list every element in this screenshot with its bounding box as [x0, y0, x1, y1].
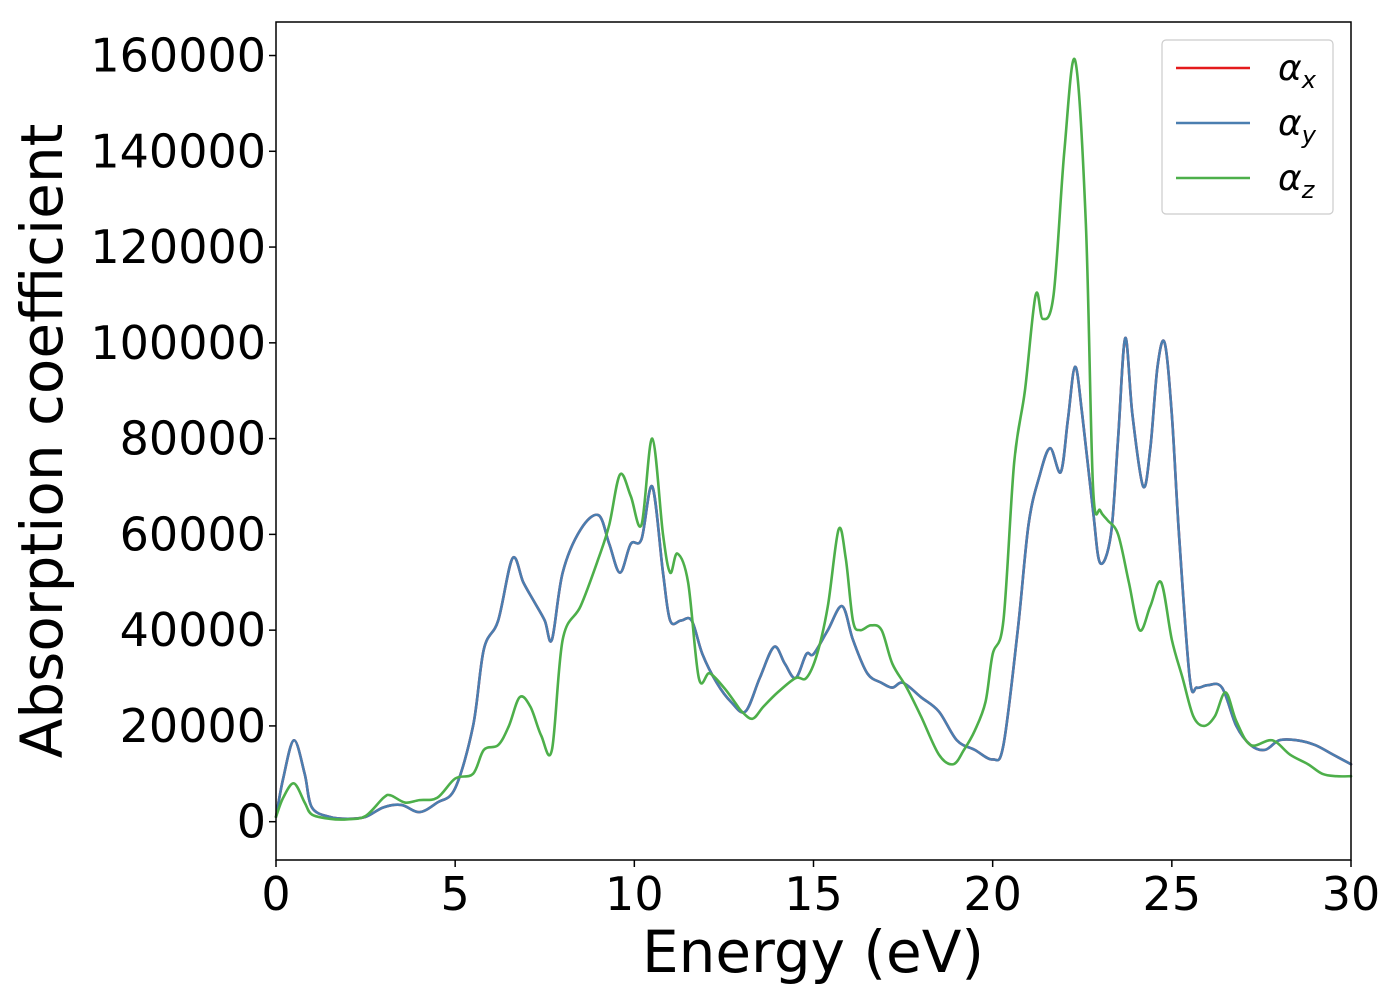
x-axis: 0 5 10 15 20 25 30	[261, 860, 1380, 921]
y-tick-label: 100000	[90, 316, 266, 370]
y-tick-label: 60000	[120, 507, 266, 561]
y-tick-label: 80000	[120, 412, 266, 466]
x-tick-label: 5	[441, 867, 470, 921]
y-tick-label: 140000	[90, 124, 266, 178]
x-axis-title: Energy (eV)	[642, 918, 984, 986]
y-tick-label: 40000	[120, 603, 266, 657]
legend-label-z: αz	[1278, 158, 1316, 204]
series-layer	[274, 57, 1353, 821]
legend-box	[1161, 39, 1334, 215]
y-tick-label: 120000	[90, 220, 266, 274]
y-tick-label: 160000	[90, 29, 266, 83]
y-tick-label: 0	[237, 795, 266, 849]
x-tick-label: 10	[605, 867, 664, 921]
x-tick-label: 15	[784, 867, 843, 921]
legend-label-x: αx	[1278, 48, 1317, 94]
y-tick-label: 20000	[120, 699, 266, 753]
x-tick-label: 25	[1143, 867, 1202, 921]
legend: αx αy αz	[1161, 39, 1334, 215]
y-axis: 0 20000 40000 60000 80000 100000 120000 140000 1…	[90, 29, 276, 849]
legend-label-y: αy	[1278, 103, 1317, 149]
x-tick-label: 30	[1322, 867, 1381, 921]
y-axis-title: Absorption coefficient	[8, 124, 76, 759]
x-tick-label: 0	[261, 867, 290, 921]
x-tick-label: 20	[963, 867, 1022, 921]
series-line-z	[274, 57, 1353, 821]
series-line-y	[274, 336, 1353, 821]
